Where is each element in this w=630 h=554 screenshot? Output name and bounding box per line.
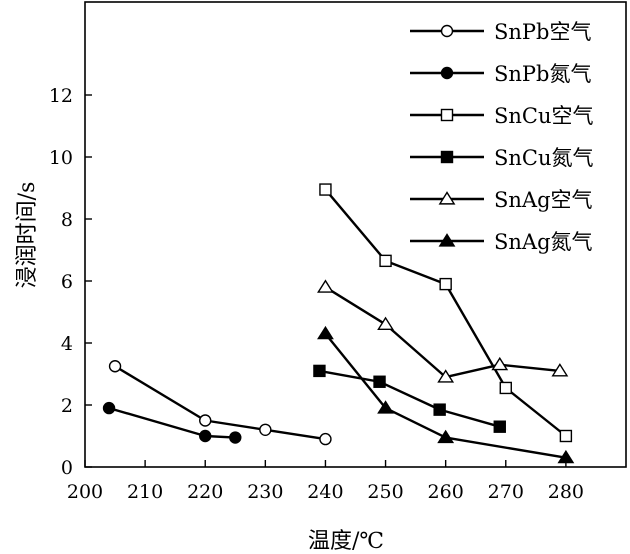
series-line [324,188,567,437]
data-point [433,403,446,416]
series-3 [313,364,506,433]
x-axis-title: 温度/℃ [308,529,384,554]
data-point [108,360,122,373]
legend-marker [438,191,456,205]
data-point [313,364,326,378]
data-point [439,277,452,291]
data-point [437,369,455,383]
x-tick-label: 280 [548,481,584,503]
legend: SnPb空气 SnPb氮气 SnCu空气 SnCu氮气 SnAg空气 SnAg氮气 [410,20,594,254]
data-point [317,325,334,340]
series-5 [317,325,575,464]
data-point [493,420,506,433]
y-tick-label: 12 [49,85,73,107]
legend-label: SnAg氮气 [494,230,593,254]
x-tick-label: 230 [247,481,283,503]
series-layer [102,183,575,464]
legend-label: SnCu氮气 [494,146,594,170]
data-point [317,279,334,293]
y-tick-label: 8 [61,209,73,231]
legend-label: SnPb空气 [494,20,591,44]
data-point [491,356,509,371]
y-axis: 0 2 4 6 8 10 12 [49,85,92,479]
x-tick-label: 210 [127,481,163,503]
x-tick-label: 250 [367,481,403,503]
y-tick-label: 6 [61,271,73,293]
series-0 [108,360,332,446]
data-point [551,363,569,377]
legend-item: SnAg空气 [410,188,593,212]
x-tick-label: 260 [428,481,464,503]
legend-marker [440,150,454,164]
legend-marker [440,24,454,38]
legend-item: SnCu空气 [410,104,594,128]
legend-item: SnPb氮气 [410,62,591,86]
data-point [319,432,332,446]
data-point [229,431,242,444]
legend-item: SnPb空气 [410,20,591,44]
data-point [499,381,512,395]
legend-label: SnPb氮气 [494,62,591,86]
data-point [377,316,394,330]
y-axis-title: 浸润时间/s [15,182,40,289]
data-point [319,183,332,196]
x-tick-label: 270 [488,481,524,503]
axes [84,1,627,468]
legend-item: SnCu氮气 [410,146,594,170]
y-tick-label: 10 [49,147,73,169]
plot-frame [84,1,627,468]
series-1 [102,401,242,444]
legend-marker [438,233,456,247]
legend-label: SnAg空气 [494,188,593,212]
legend-marker [440,108,454,122]
x-axis: 200 210 220 230 240 250 260 270 280 [67,460,584,503]
y-tick-label: 0 [61,457,73,479]
data-point [199,414,212,427]
legend-item: SnAg氮气 [410,230,593,254]
legend-marker [440,66,454,80]
x-tick-label: 200 [67,481,103,503]
series-line [319,369,501,428]
data-point [259,423,272,436]
data-point [199,429,212,443]
data-point [373,375,386,388]
data-point [559,429,573,443]
legend-label: SnCu空气 [494,104,594,128]
data-point [102,401,116,415]
series-line [324,332,567,459]
data-point [379,254,392,268]
series-line [324,286,561,379]
series-line [114,365,326,441]
series-2 [319,183,573,443]
data-point [437,429,455,444]
x-tick-label: 240 [307,481,343,503]
x-tick-label: 220 [187,481,223,503]
data-point [377,400,394,414]
data-point [557,449,575,464]
y-tick-label: 2 [61,395,73,417]
series-4 [317,279,569,383]
y-tick-label: 4 [61,333,73,355]
